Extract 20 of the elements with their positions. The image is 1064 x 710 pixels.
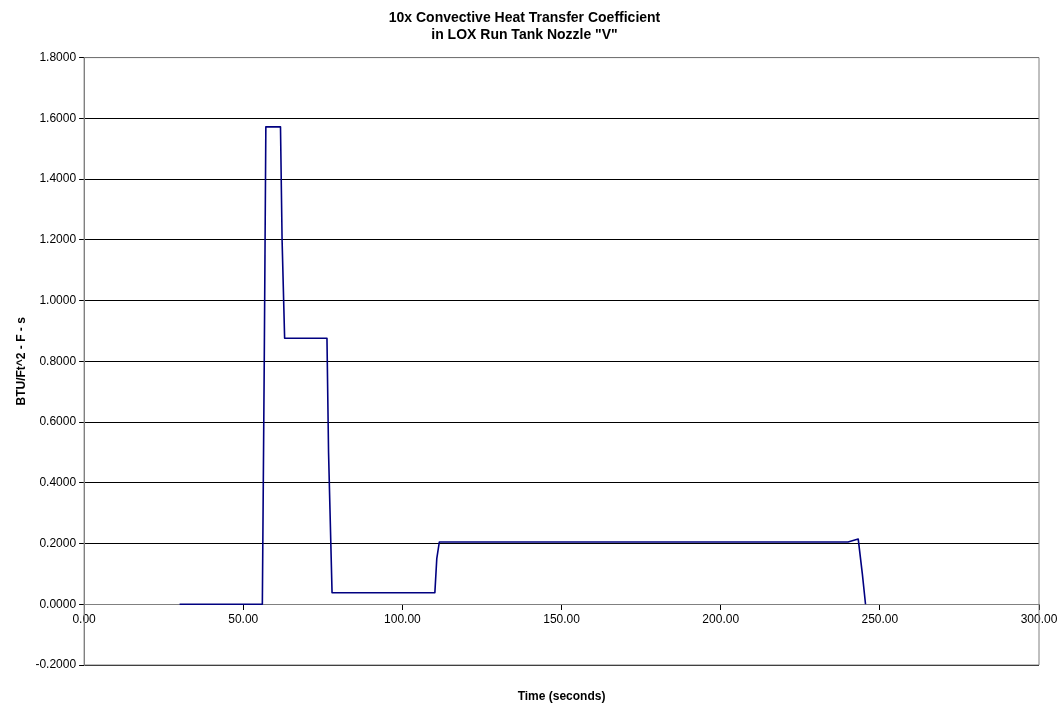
y-tick-label: 1.4000 bbox=[39, 171, 77, 186]
y-tick-label: 1.8000 bbox=[39, 49, 77, 64]
x-tick-label: 150.00 bbox=[543, 611, 581, 626]
y-tick-label: 1.6000 bbox=[39, 110, 77, 125]
x-tick-label: 300.00 bbox=[1020, 611, 1058, 626]
y-tick-label: 0.6000 bbox=[39, 414, 77, 429]
x-tick-label: 100.00 bbox=[384, 611, 422, 626]
y-tick-label: 1.2000 bbox=[39, 232, 77, 247]
x-tick-label: 50.00 bbox=[228, 611, 259, 626]
x-tick-label: 200.00 bbox=[702, 611, 740, 626]
chart-title: 10x Convective Heat Transfer Coefficient in LOX Run Tank Nozzle "V" bbox=[388, 9, 661, 43]
y-tick-label: 0.8000 bbox=[39, 353, 77, 368]
y-tick-label: -0.2000 bbox=[35, 657, 77, 672]
x-axis-title: Time (seconds) bbox=[517, 689, 606, 704]
y-tick-label: 0.2000 bbox=[39, 535, 77, 550]
y-tick-label: 1.0000 bbox=[39, 292, 77, 307]
y-tick-label: 0.4000 bbox=[39, 475, 77, 490]
y-axis-title: BTU/Ft^2 - F - s bbox=[13, 316, 28, 406]
y-tick-label: 0.0000 bbox=[39, 596, 77, 611]
x-tick-label: 250.00 bbox=[861, 611, 899, 626]
